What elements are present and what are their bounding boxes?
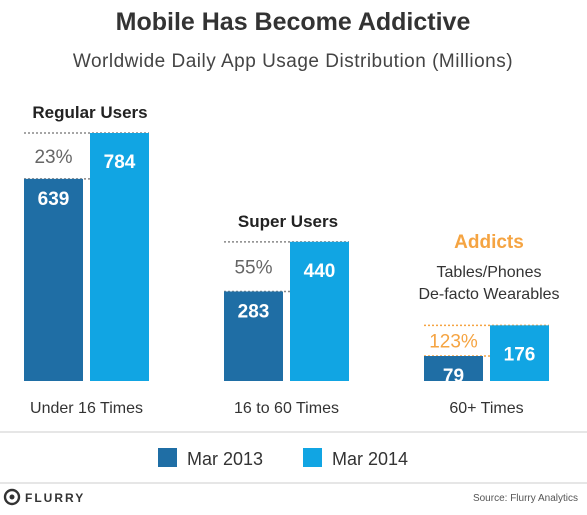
bar-value-label: 79 (443, 366, 464, 387)
legend-label: Mar 2014 (332, 449, 408, 469)
growth-label: 23% (34, 147, 72, 168)
category-label: 16 to 60 Times (234, 400, 339, 417)
legend-swatch (158, 448, 177, 467)
footer-source: Source: Flurry Analytics (473, 493, 578, 504)
chart-title: Mobile Has Become Addictive (116, 8, 471, 36)
category-label: 60+ Times (449, 400, 523, 417)
growth-label: 123% (429, 332, 478, 353)
bar-value-label: 440 (304, 261, 336, 282)
legend-swatch (303, 448, 322, 467)
group-heading: Regular Users (32, 103, 147, 122)
footer-logo-text: FLURRY (25, 491, 85, 505)
flurry-logo-icon (3, 488, 21, 506)
group-subheading: Tables/Phones (437, 264, 542, 281)
bar-mar-2014 (490, 325, 549, 381)
bar-mar-2014 (290, 241, 349, 381)
category-labels: Under 16 Times 16 to 60 Times 60+ Times (30, 400, 524, 417)
bar-value-label: 176 (504, 344, 536, 365)
bar-mar-2013 (224, 291, 283, 381)
legend-label: Mar 2013 (187, 449, 263, 469)
legend: Mar 2013 Mar 2014 (158, 448, 408, 469)
bar-value-label: 639 (38, 189, 70, 210)
bars: 639 784 23% 283 440 55% 79 176 123% (24, 132, 549, 387)
growth-label: 55% (234, 258, 272, 279)
group-heading: Super Users (238, 212, 338, 231)
bar-mar-2014 (90, 133, 149, 381)
category-label: Under 16 Times (30, 400, 143, 417)
bar-mar-2013 (424, 356, 483, 381)
bar-value-label: 784 (104, 152, 136, 173)
group-heading: Addicts (454, 232, 524, 253)
bar-value-label: 283 (238, 301, 270, 322)
bar-mar-2013 (24, 178, 83, 381)
group-headings: Regular Users Super Users Addicts Tables/Ph… (32, 103, 559, 303)
chart-subtitle: Worldwide Daily App Usage Distribution (… (73, 51, 513, 72)
group-subheading: De-facto Wearables (418, 286, 559, 303)
